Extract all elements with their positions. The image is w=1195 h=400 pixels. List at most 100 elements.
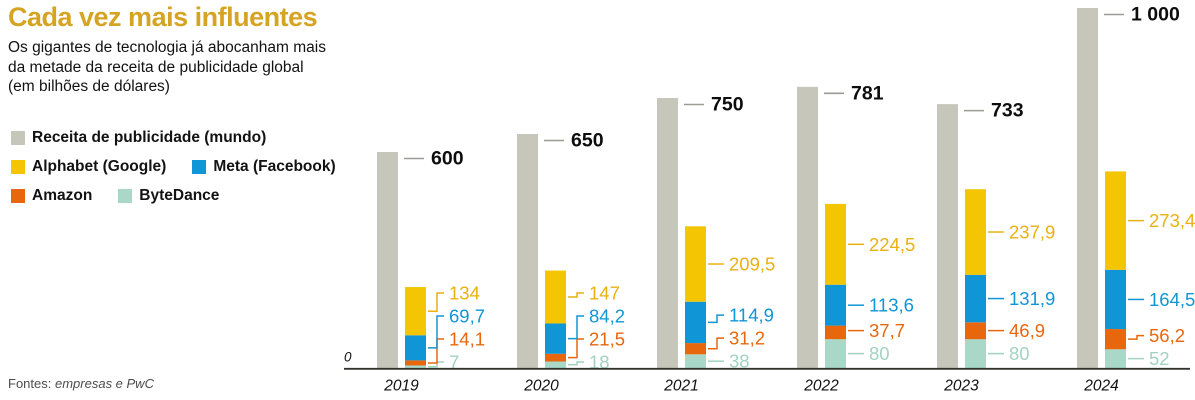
value-label-2019: 14,1 [449, 329, 485, 350]
segment-amazon-2020 [545, 353, 566, 362]
legend-item-amazon: Amazon [11, 187, 92, 205]
source-note: Fontes: empresas e PwC [8, 376, 154, 391]
world-value-2022: 781 [851, 82, 884, 104]
value-connector-2024 [1128, 334, 1144, 340]
segment-meta-facebook--2021 [685, 301, 706, 344]
value-label-2024: 56,2 [1149, 325, 1185, 346]
legend-label-world: Receita de publicidade (mundo) [32, 129, 267, 146]
value-label-2022: 80 [869, 343, 890, 364]
legend-swatch-bytedance [118, 189, 133, 203]
y-zero-label: 0 [344, 350, 352, 365]
value-connector-2020 [568, 338, 584, 359]
segment-meta-facebook--2019 [405, 335, 426, 361]
value-label-2019: 7 [449, 352, 459, 373]
value-label-2019: 69,7 [449, 306, 485, 327]
segment-amazon-2024 [1105, 329, 1126, 350]
segment-alphabet-google--2024 [1105, 171, 1126, 270]
value-label-2019: 134 [449, 283, 480, 304]
segment-alphabet-google--2019 [405, 287, 426, 336]
value-label-2022: 113,6 [869, 295, 914, 316]
legend-swatch-world [11, 131, 25, 145]
legend-item-bytedance: ByteDance [118, 187, 219, 205]
value-label-2023: 80 [1009, 343, 1030, 364]
segment-meta-facebook--2023 [965, 274, 986, 323]
value-label-2020: 84,2 [589, 306, 625, 327]
value-label-2024: 52 [1149, 348, 1170, 369]
source-prefix: Fontes: [8, 376, 52, 391]
legend-label-bytedance: ByteDance [139, 187, 220, 204]
value-label-2020: 147 [589, 283, 620, 304]
x-tick-2019: 2019 [383, 378, 419, 395]
segment-alphabet-google--2022 [825, 203, 846, 285]
value-label-2023: 131,9 [1009, 288, 1055, 309]
value-label-2022: 224,5 [869, 234, 915, 255]
segment-bytedance-2021 [685, 354, 706, 368]
world-bar-2022 [797, 86, 818, 368]
chart-legend: Receita de publicidade (mundo) Alphabet … [11, 129, 336, 216]
legend-row: Alphabet (Google) Meta (Facebook) [11, 158, 336, 176]
value-connector-2019 [428, 361, 444, 368]
value-label-2020: 18 [589, 352, 610, 373]
value-connector-2019 [428, 315, 444, 349]
world-bar-2019 [377, 152, 398, 368]
value-label-2023: 237,9 [1009, 222, 1055, 243]
legend-item-meta: Meta (Facebook) [192, 158, 336, 176]
segment-amazon-2021 [685, 343, 706, 355]
value-connector-2020 [568, 315, 584, 340]
legend-swatch-amazon [11, 189, 25, 203]
legend-swatch-meta [192, 160, 207, 174]
x-tick-2020: 2020 [523, 378, 559, 395]
value-label-2022: 37,7 [869, 320, 905, 341]
world-bar-2020 [517, 134, 538, 368]
segment-meta-facebook--2022 [825, 284, 846, 326]
segment-alphabet-google--2023 [965, 189, 986, 275]
world-value-2019: 600 [431, 148, 464, 170]
segment-alphabet-google--2021 [685, 226, 706, 302]
world-value-2023: 733 [991, 100, 1024, 122]
world-bar-2023 [937, 104, 958, 369]
legend-label-meta: Meta (Facebook) [213, 158, 336, 175]
value-connector-2021 [708, 314, 724, 324]
segment-amazon-2023 [965, 322, 986, 340]
world-bar-2021 [657, 98, 678, 368]
world-value-2024: 1 000 [1131, 4, 1180, 26]
legend-item-alphabet: Alphabet (Google) [11, 158, 166, 176]
subtitle-line: Os gigantes de tecnologia já abocanham m… [8, 39, 326, 56]
segment-amazon-2019 [405, 360, 426, 366]
segment-meta-facebook--2024 [1105, 269, 1126, 330]
legend-label-amazon: Amazon [32, 187, 93, 204]
subtitle-line: (em bilhões de dólares) [8, 78, 170, 95]
legend-item-world: Receita de publicidade (mundo) [11, 129, 266, 147]
segment-bytedance-2022 [825, 339, 846, 368]
source-text: empresas e PwC [54, 376, 154, 391]
value-label-2024: 164,5 [1149, 289, 1195, 310]
value-label-2021: 38 [729, 351, 750, 372]
page-title: Cada vez mais influentes [8, 2, 318, 32]
x-tick-2022: 2022 [803, 378, 839, 395]
value-label-2023: 46,9 [1009, 320, 1045, 341]
value-label-2024: 273,4 [1149, 210, 1195, 231]
value-label-2021: 31,2 [729, 328, 765, 349]
legend-swatch-alphabet [11, 160, 25, 174]
segment-bytedance-2024 [1105, 349, 1126, 368]
segment-amazon-2022 [825, 325, 846, 340]
world-bar-2024 [1077, 8, 1098, 368]
value-connector-2020 [568, 292, 584, 298]
segment-meta-facebook--2020 [545, 323, 566, 354]
legend-row: Receita de publicidade (mundo) [11, 129, 336, 147]
value-label-2021: 209,5 [729, 254, 775, 275]
legend-row: Amazon ByteDance [11, 187, 336, 205]
value-connector-2020 [568, 361, 584, 366]
value-connector-2021 [708, 337, 724, 350]
segment-bytedance-2020 [545, 361, 566, 368]
x-tick-2023: 2023 [943, 378, 979, 395]
x-tick-2021: 2021 [663, 378, 698, 395]
segment-bytedance-2023 [965, 339, 986, 368]
segment-alphabet-google--2020 [545, 270, 566, 324]
segment-bytedance-2019 [405, 365, 426, 368]
value-connector-2019 [428, 338, 444, 364]
value-label-2021: 114,9 [729, 305, 774, 326]
world-value-2021: 750 [711, 94, 744, 116]
